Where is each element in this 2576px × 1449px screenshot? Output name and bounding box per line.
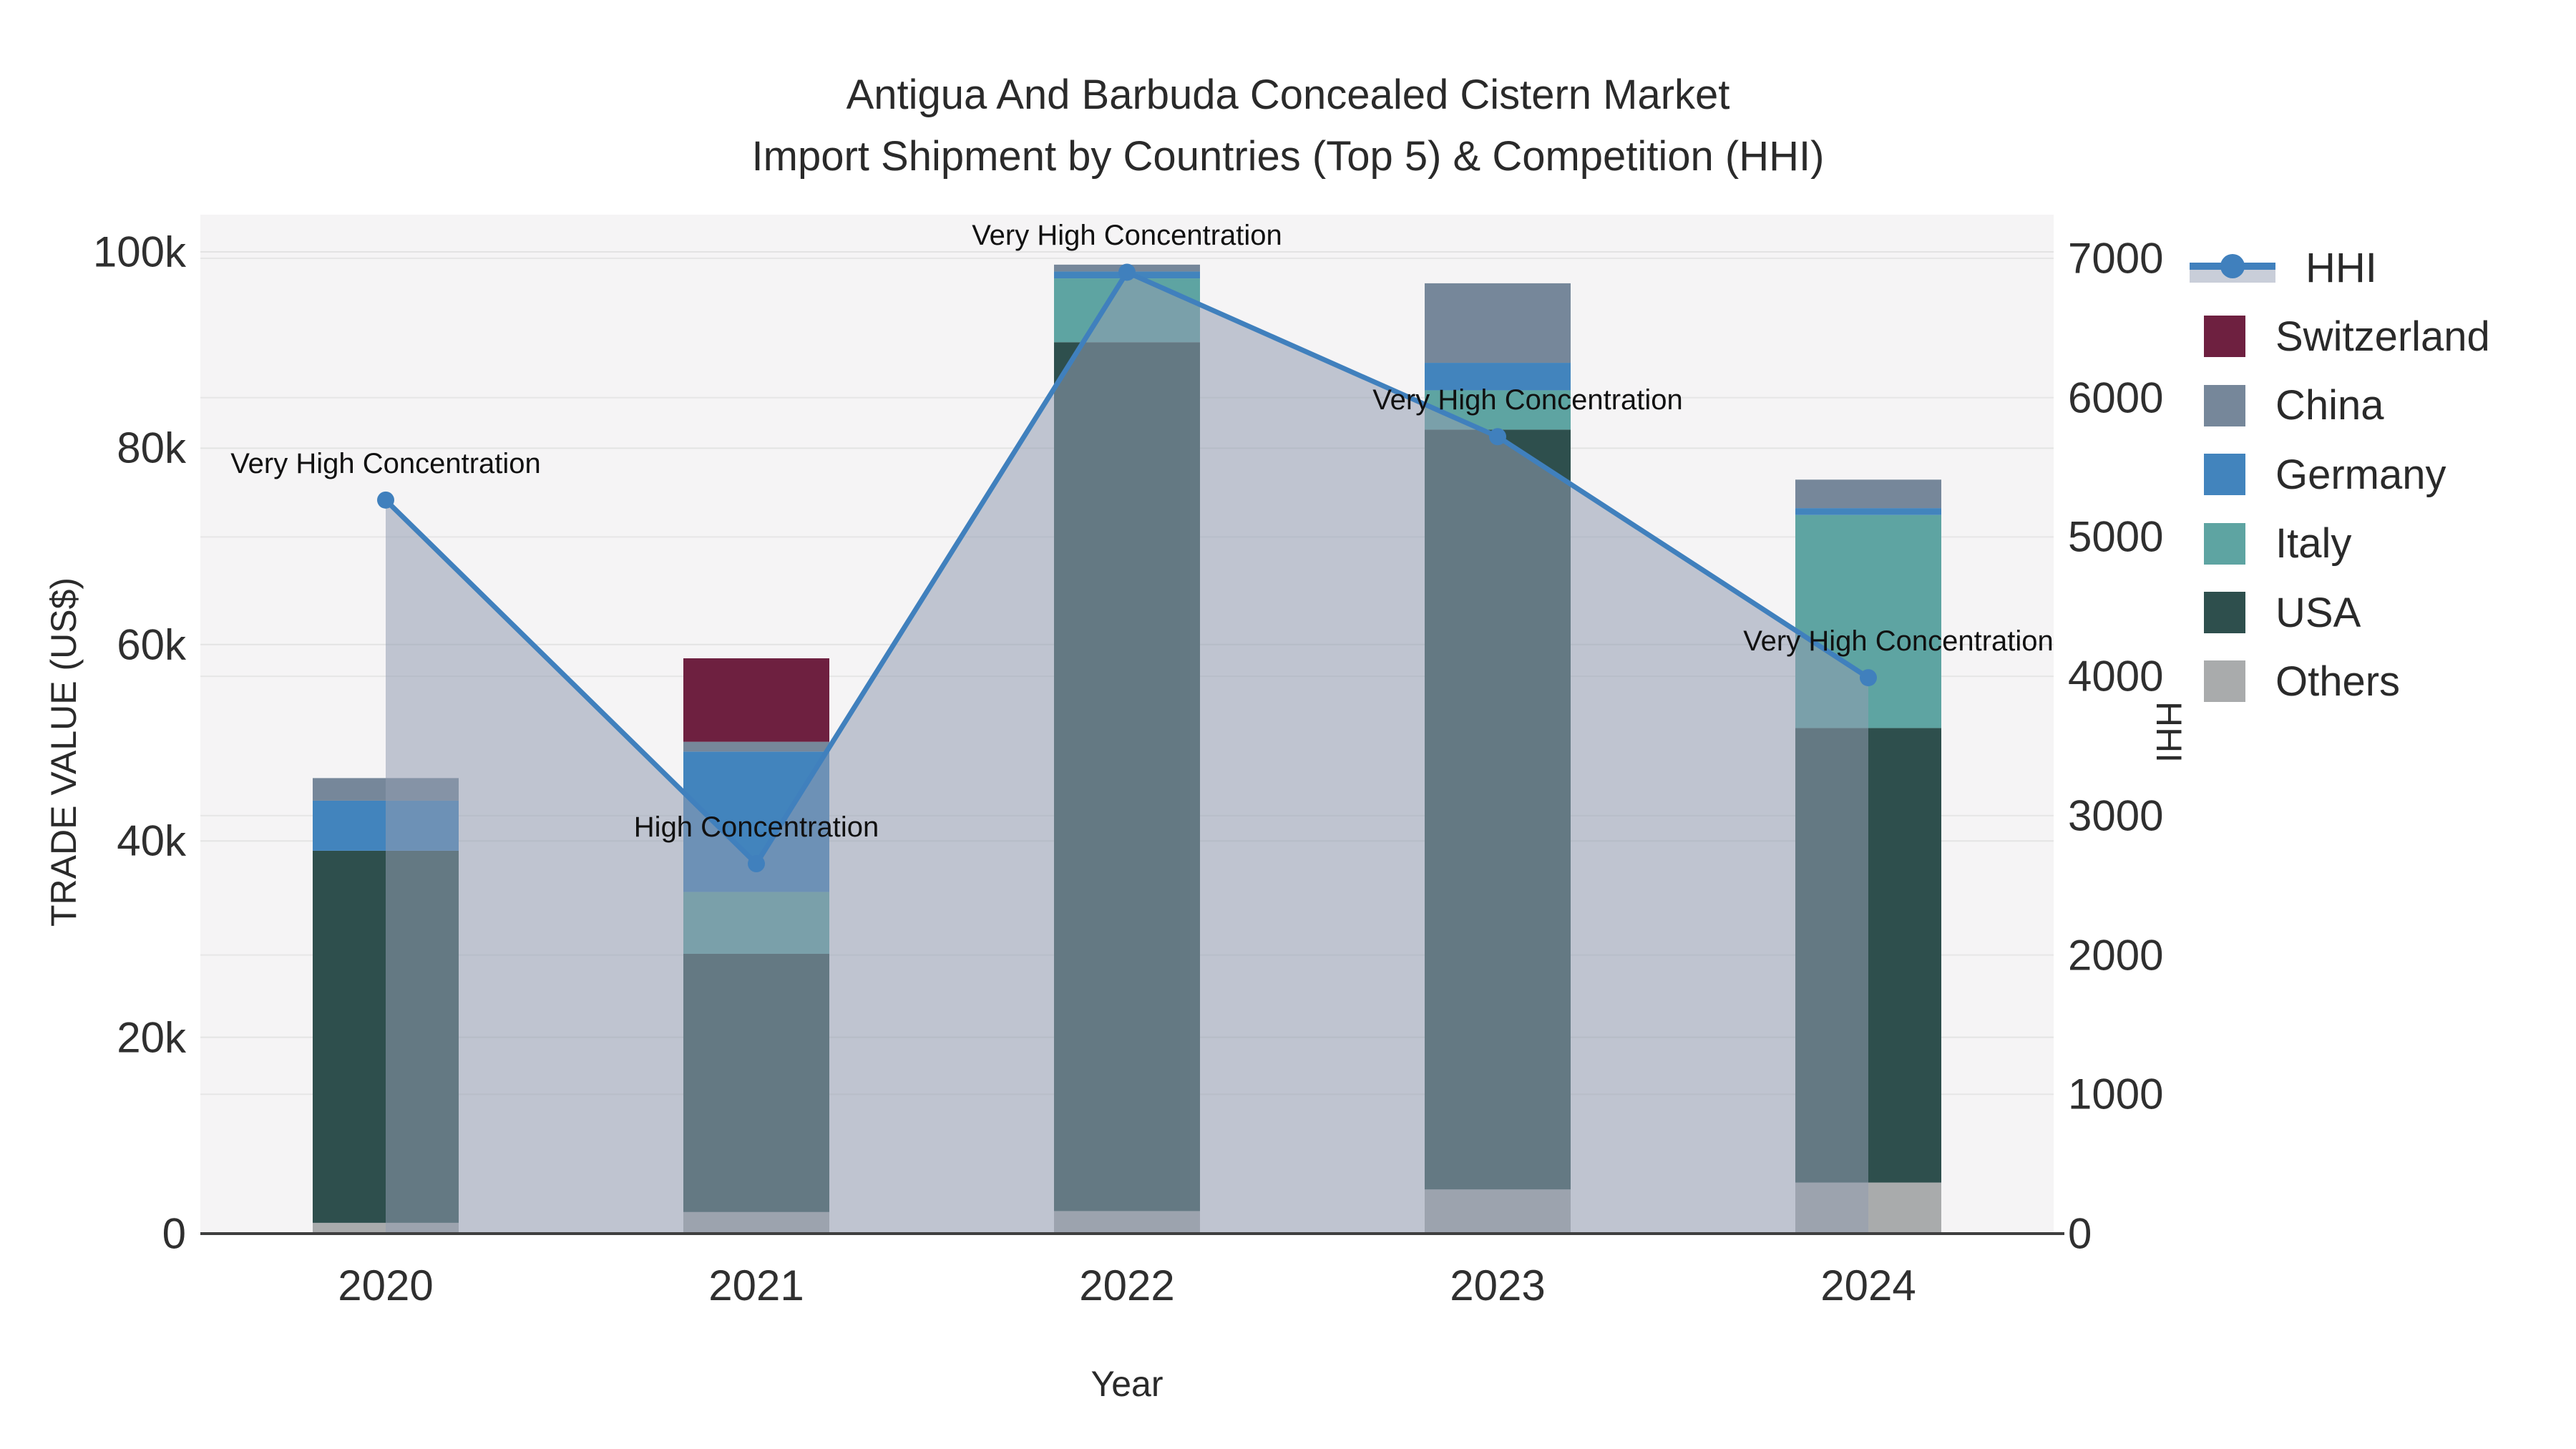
right-tick-6000: 6000	[2068, 374, 2164, 422]
right-tick-5000: 5000	[2068, 512, 2164, 561]
annotation-2021: High Concentration	[633, 811, 879, 844]
legend-label: China	[2275, 382, 2384, 429]
hhi-marker-2023[interactable]	[1489, 428, 1506, 446]
left-tick-20k: 20k	[117, 1013, 186, 1062]
legend-item-switzerland[interactable]: Switzerland	[2190, 311, 2490, 361]
x-tick-2024: 2024	[1820, 1262, 1916, 1309]
x-tick-2020: 2020	[338, 1262, 434, 1309]
legend-item-others[interactable]: Others	[2190, 656, 2400, 706]
legend-swatch-icon	[2204, 660, 2245, 703]
legend-label: Switzerland	[2275, 313, 2490, 360]
annotation-2024: Very High Concentration	[1743, 625, 2054, 658]
legend-item-italy[interactable]: Italy	[2190, 519, 2351, 569]
right-tick-1000: 1000	[2068, 1070, 2164, 1118]
x-tick-2022: 2022	[1079, 1262, 1175, 1309]
legend-swatch-icon	[2204, 522, 2245, 565]
legend-label: HHI	[2306, 244, 2377, 291]
legend-label: Others	[2275, 658, 2401, 705]
bar-segment-2024-germany[interactable]	[1795, 508, 1941, 515]
bar-segment-2021-switzerland[interactable]	[683, 658, 829, 742]
hhi-area-fill	[386, 272, 1868, 1234]
hhi-marker-2021[interactable]	[748, 855, 765, 873]
x-tick-2023: 2023	[1450, 1262, 1546, 1309]
legend-swatch-icon	[2204, 384, 2245, 426]
right-axis-title: HHI	[2149, 701, 2189, 763]
right-tick-4000: 4000	[2068, 652, 2164, 701]
annotation-2022: Very High Concentration	[972, 220, 1282, 252]
legend-swatch-icon	[2204, 592, 2245, 633]
chart-title-line2: Import Shipment by Countries (Top 5) & C…	[751, 133, 1825, 180]
chart-title-line1: Antigua And Barbuda Concealed Cistern Ma…	[846, 72, 1730, 118]
right-tick-3000: 3000	[2068, 791, 2164, 840]
bar-segment-2021-china[interactable]	[683, 741, 829, 752]
legend-item-germany[interactable]: Germany	[2190, 449, 2446, 499]
legend-swatch-icon	[2204, 454, 2245, 496]
legend-label: Italy	[2275, 520, 2352, 567]
left-axis-title: TRADE VALUE (US$)	[44, 577, 84, 927]
hhi-marker-2024[interactable]	[1860, 669, 1877, 687]
right-tick-2000: 2000	[2068, 931, 2164, 980]
legend-item-china[interactable]: China	[2190, 381, 2384, 431]
bar-segment-2023-china[interactable]	[1425, 283, 1571, 364]
right-tick-7000: 7000	[2068, 234, 2164, 283]
annotation-2020: Very High Concentration	[230, 447, 541, 479]
legend-swatch-icon	[2204, 316, 2245, 358]
bar-segment-2023-germany[interactable]	[1425, 363, 1571, 391]
legend-label: Germany	[2275, 451, 2446, 498]
hhi-marker-2022[interactable]	[1118, 263, 1136, 281]
left-tick-0: 0	[162, 1209, 186, 1258]
x-axis-title: Year	[1091, 1364, 1163, 1404]
bar-segment-2024-china[interactable]	[1795, 479, 1941, 509]
legend-label: USA	[2275, 589, 2361, 636]
right-tick-0: 0	[2068, 1209, 2092, 1258]
left-tick-80k: 80k	[117, 424, 186, 472]
left-tick-60k: 60k	[117, 620, 186, 669]
left-tick-40k: 40k	[117, 816, 186, 865]
hhi-line-icon	[2190, 247, 2275, 288]
hhi-marker-2020[interactable]	[377, 491, 394, 509]
annotation-2023: Very High Concentration	[1372, 384, 1683, 416]
legend-item-hhi[interactable]: HHI	[2190, 243, 2377, 293]
legend-item-usa[interactable]: USA	[2190, 587, 2361, 638]
x-tick-2021: 2021	[708, 1262, 804, 1309]
left-tick-100k: 100k	[92, 228, 186, 276]
